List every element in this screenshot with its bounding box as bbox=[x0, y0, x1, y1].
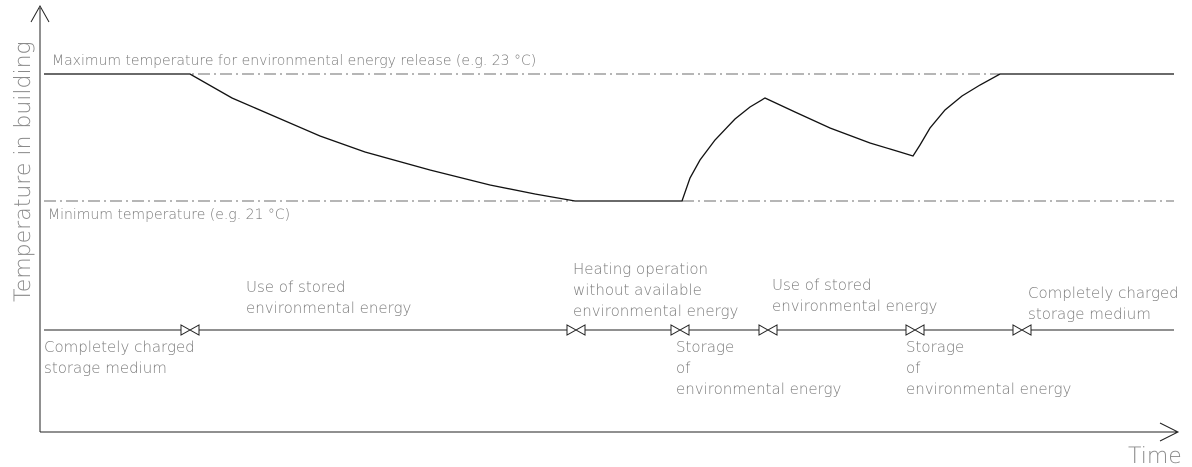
valve-marker bbox=[180, 324, 200, 336]
valve-marker bbox=[670, 324, 690, 336]
phase-storage-of-energy-1: Storage of environmental energy bbox=[676, 338, 842, 398]
phase-completely-charged-start: Completely charged storage medium bbox=[44, 338, 199, 377]
valve-marker bbox=[1012, 324, 1032, 336]
y-axis-arrowhead bbox=[30, 4, 50, 23]
phase-heating-without-energy: Heating operation without available envi… bbox=[573, 260, 739, 320]
y-axis-label: Temperature in building bbox=[11, 41, 36, 302]
phase-use-of-stored-energy-1: Use of stored environmental energy bbox=[246, 278, 412, 317]
phase-use-of-stored-energy-2: Use of stored environmental energy bbox=[772, 276, 938, 315]
phase-completely-charged-end: Completely charged storage medium bbox=[1028, 284, 1183, 323]
min-temperature-label: Minimum temperature (e.g. 21 °C) bbox=[48, 207, 290, 223]
phase-storage-of-energy-2: Storage of environmental energy bbox=[906, 338, 1072, 398]
x-axis-label: Time bbox=[1128, 444, 1182, 467]
temperature-curve bbox=[44, 73, 1174, 202]
valve-marker bbox=[905, 324, 925, 336]
max-temperature-label: Maximum temperature for environmental en… bbox=[52, 53, 536, 69]
valve-marker bbox=[566, 324, 586, 336]
x-axis-arrowhead bbox=[1159, 422, 1180, 442]
valve-marker bbox=[758, 324, 778, 336]
